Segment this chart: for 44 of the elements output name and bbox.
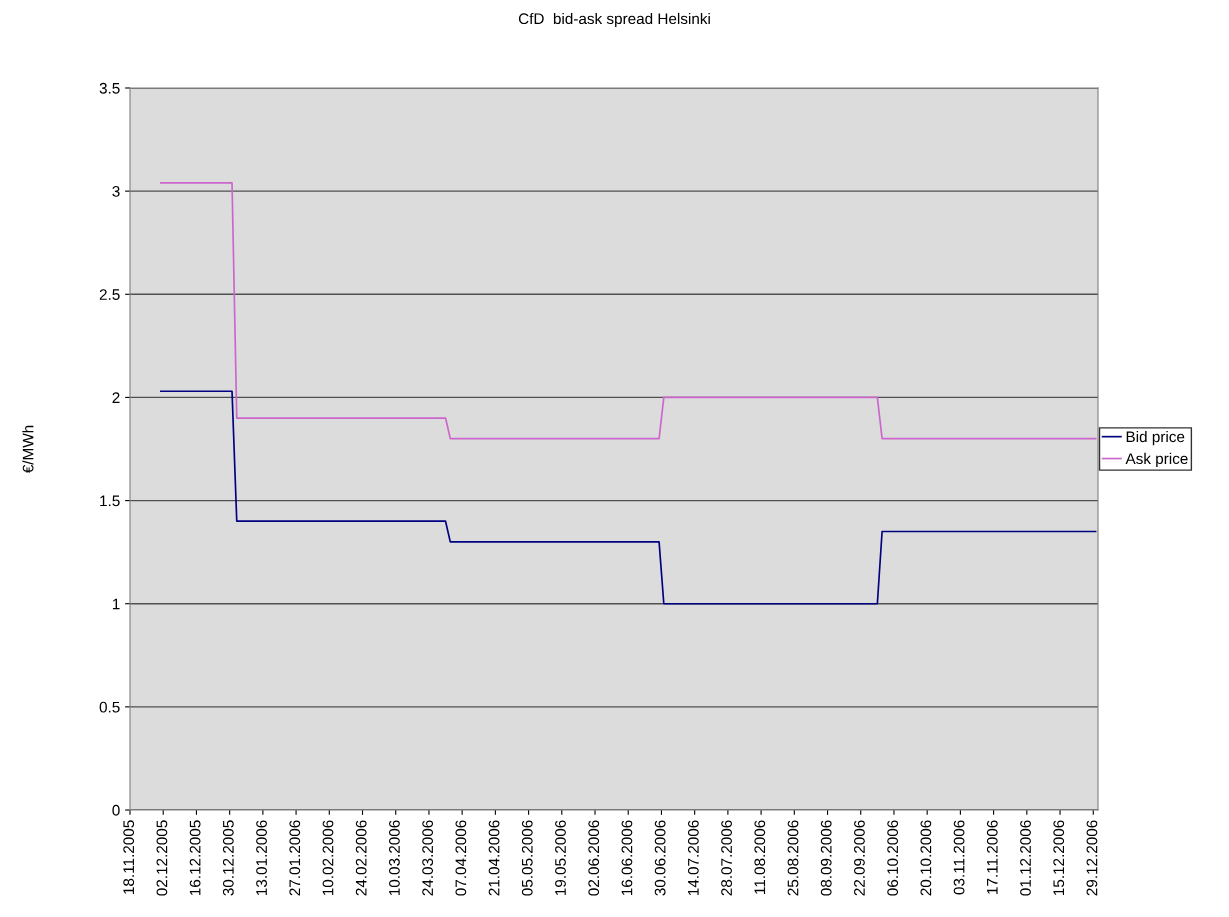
y-tick-label: 1.5 bbox=[100, 495, 120, 507]
x-tick-label: 24.03.2006 bbox=[422, 820, 434, 896]
x-tick-label: 13.01.2006 bbox=[256, 820, 267, 896]
y-tick-label: 1 bbox=[112, 598, 120, 610]
y-tick-label: 0 bbox=[112, 804, 120, 816]
x-tick-label: 02.06.2006 bbox=[588, 820, 600, 896]
x-tick-label: 30.06.2006 bbox=[654, 820, 666, 896]
x-tick-label: 25.08.2006 bbox=[787, 820, 799, 896]
legend-label: Bid price bbox=[1126, 430, 1185, 446]
x-tick-label: 03.11.2006 bbox=[953, 820, 965, 895]
x-tick-label: 22.09.2006 bbox=[854, 820, 865, 896]
y-tick-label: 3.5 bbox=[99, 82, 120, 94]
x-tick-label: 16.12.2005 bbox=[189, 820, 201, 896]
y-tick-label: 2 bbox=[112, 392, 120, 403]
y-tick-label: 2.5 bbox=[99, 289, 120, 300]
x-tick-label: 08.09.2006 bbox=[820, 820, 832, 896]
x-tick-label: 05.05.2006 bbox=[521, 820, 533, 896]
x-tick-label: 20.10.2006 bbox=[920, 820, 932, 896]
x-tick-label: 06.10.2006 bbox=[887, 820, 899, 896]
x-tick-label: 11.08.2006 bbox=[754, 820, 766, 894]
x-tick-label: 28.07.2006 bbox=[721, 820, 732, 896]
legend-label: Ask price bbox=[1125, 452, 1188, 468]
x-tick-label: 29.12.2006 bbox=[1086, 820, 1098, 896]
x-tick-label: 19.05.2006 bbox=[555, 820, 566, 896]
line-series bbox=[160, 390, 1097, 605]
x-tick-label: 15.12.2006 bbox=[1053, 820, 1065, 896]
y-axis-title: €/MWh bbox=[22, 425, 34, 474]
x-tick-label: 18.11.2005 bbox=[123, 820, 135, 894]
x-tick-label: 02.12.2005 bbox=[156, 820, 168, 896]
x-tick-label: 27.01.2006 bbox=[289, 820, 301, 896]
x-tick-label: 21.04.2006 bbox=[488, 820, 500, 896]
x-tick-label: 14.07.2006 bbox=[687, 820, 699, 896]
chart-title: CfD bid-ask spread Helsinki bbox=[518, 12, 710, 28]
x-tick-label: 16.06.2006 bbox=[621, 820, 633, 896]
x-tick-label: 30.12.2005 bbox=[222, 820, 234, 896]
x-tick-label: 24.02.2006 bbox=[355, 820, 367, 896]
x-tick-label: 17.11.2006 bbox=[986, 820, 998, 894]
line-series bbox=[160, 182, 1097, 440]
x-tick-label: 01.12.2006 bbox=[1020, 820, 1031, 896]
x-tick-label: 10.03.2006 bbox=[389, 820, 400, 896]
y-tick-label: 3 bbox=[112, 186, 120, 197]
x-tick-label: 10.02.2006 bbox=[322, 820, 334, 896]
y-tick-label: 0.5 bbox=[99, 701, 120, 713]
x-tick-label: 07.04.2006 bbox=[455, 820, 467, 896]
